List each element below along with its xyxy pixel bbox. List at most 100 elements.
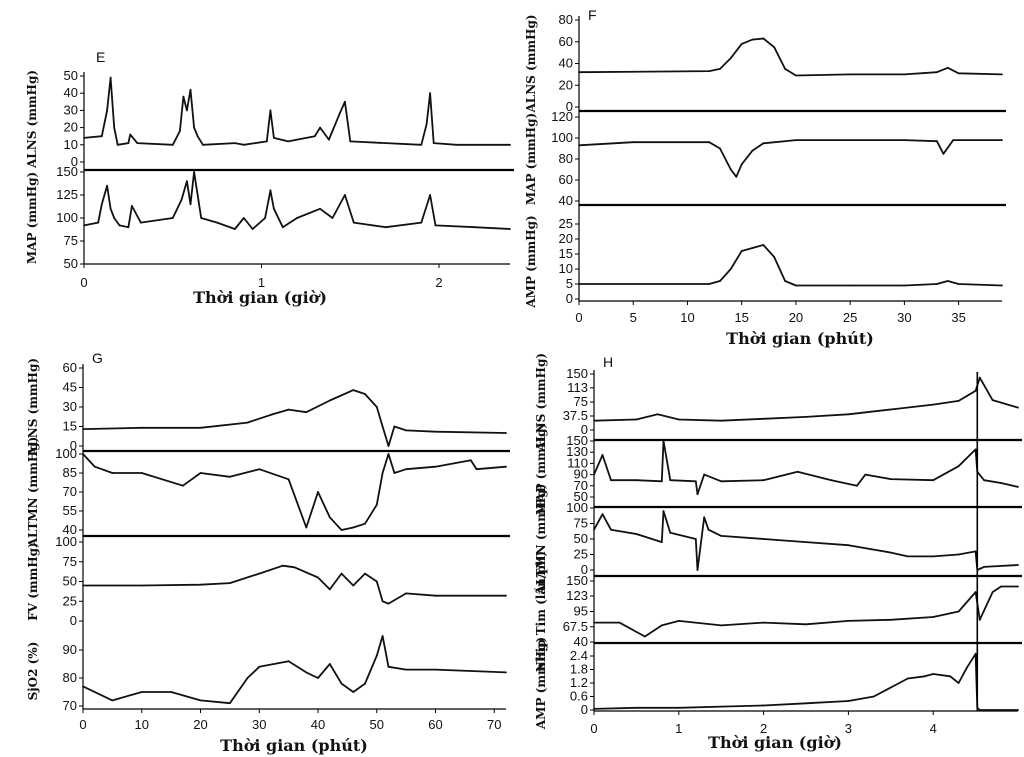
data-point <box>662 510 665 512</box>
data-point <box>375 406 378 408</box>
data-point <box>1001 73 1003 76</box>
data-point <box>106 184 108 187</box>
data-point <box>281 564 284 567</box>
data-point <box>127 226 130 229</box>
data-point <box>313 135 316 138</box>
data-point <box>719 280 721 282</box>
y-tick-label: 25 <box>574 547 588 562</box>
y-tick-label: 20 <box>559 77 573 92</box>
data-point <box>856 484 858 487</box>
x-tick-label: 5 <box>630 310 637 325</box>
y-tick-label: 0 <box>71 154 78 169</box>
data-point <box>140 584 143 587</box>
data-point <box>847 700 850 702</box>
series-line <box>593 652 1018 711</box>
y-tick-label: 130 <box>566 444 588 459</box>
data-point <box>946 280 949 282</box>
data-point <box>635 706 638 709</box>
data-point <box>82 428 84 430</box>
data-point <box>740 163 743 166</box>
data-point <box>434 668 437 671</box>
x-tick-label: 60 <box>428 717 442 732</box>
data-point <box>273 207 275 210</box>
data-point <box>903 139 906 142</box>
data-point <box>593 528 595 531</box>
y-tick-label: 0 <box>70 613 77 628</box>
data-point <box>719 68 721 70</box>
data-point <box>242 143 245 146</box>
data-point <box>505 671 507 674</box>
data-point <box>131 205 133 207</box>
data-point <box>889 478 892 480</box>
y-tick-label: 0 <box>566 291 573 306</box>
y-tick-label: 50 <box>63 574 77 589</box>
data-point <box>762 704 765 707</box>
data-point <box>805 541 807 543</box>
data-point <box>375 503 378 506</box>
data-point <box>635 479 638 482</box>
data-point <box>932 403 935 406</box>
data-point <box>420 221 423 224</box>
data-point <box>182 484 184 487</box>
y-tick-label: 100 <box>566 500 588 515</box>
data-point <box>129 133 132 136</box>
x-axis-title-f: Thời gian (phút) <box>726 329 874 348</box>
data-point <box>632 141 635 144</box>
y-tick-label: 40 <box>559 193 573 208</box>
data-point <box>720 535 723 537</box>
y-tick-label: 113 <box>567 380 588 395</box>
data-point <box>729 57 732 59</box>
data-point <box>906 555 909 558</box>
data-point <box>703 516 706 519</box>
data-point <box>610 479 612 482</box>
data-point <box>381 600 384 603</box>
y-tick-label: 70 <box>574 478 588 493</box>
data-point <box>264 217 266 219</box>
y-tick-label: 25 <box>559 216 573 231</box>
data-point <box>729 168 732 171</box>
data-point <box>720 624 723 627</box>
data-point <box>635 533 638 535</box>
series-line <box>83 171 511 230</box>
data-point <box>473 226 476 229</box>
data-point <box>287 408 290 411</box>
y-axis-title: AMP (mmHg) <box>524 215 538 308</box>
data-point <box>405 592 407 595</box>
x-tick-label: 40 <box>311 717 325 732</box>
data-point <box>656 413 659 416</box>
series-line <box>593 510 1019 571</box>
data-point <box>889 551 892 554</box>
data-point <box>364 572 366 575</box>
data-point <box>364 522 366 525</box>
y-tick-label: 25 <box>63 593 77 608</box>
data-point <box>509 228 511 230</box>
data-point <box>387 665 390 668</box>
data-point <box>740 43 743 45</box>
x-tick-label: 15 <box>734 310 748 325</box>
data-point <box>618 621 621 624</box>
data-point <box>113 126 116 129</box>
series-line <box>579 244 1003 287</box>
data-point <box>957 283 960 285</box>
data-point <box>751 247 754 249</box>
data-point <box>429 194 431 196</box>
data-point <box>328 138 330 141</box>
data-point <box>932 616 935 618</box>
data-point <box>405 429 407 432</box>
y-axis-title: MAP (mmHg) <box>25 172 39 264</box>
data-point <box>305 411 308 414</box>
data-point <box>296 217 298 219</box>
data-point <box>82 584 84 587</box>
data-point <box>393 425 396 428</box>
data-point <box>751 38 754 41</box>
data-point <box>644 635 646 638</box>
data-point <box>317 491 319 493</box>
data-point <box>344 100 346 103</box>
data-point <box>660 624 663 627</box>
data-point <box>849 73 852 76</box>
data-point <box>140 426 143 429</box>
y-axis-title: FV (mmHg) <box>26 542 40 621</box>
data-point <box>434 465 437 468</box>
data-point <box>830 479 833 482</box>
